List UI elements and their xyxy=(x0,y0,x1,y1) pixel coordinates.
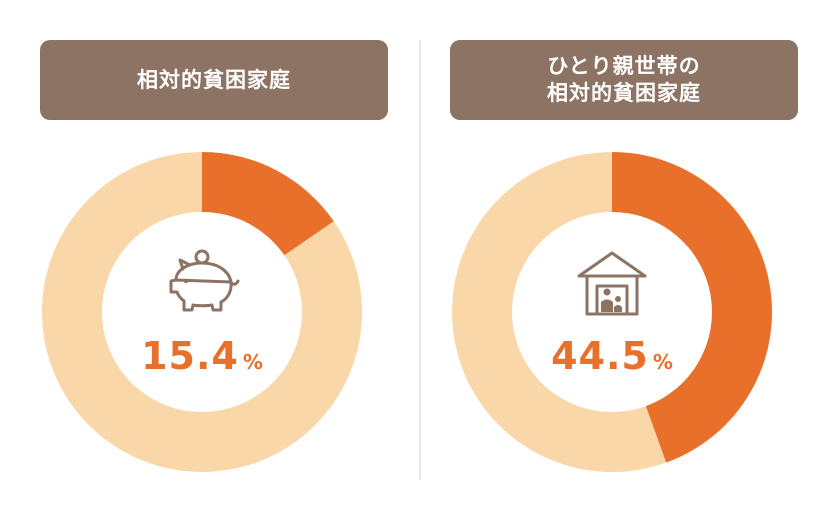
donut-value: 15.4% xyxy=(102,334,302,378)
chart-title-line: 相対的貧困家庭 xyxy=(547,81,701,105)
chart-title-line: 相対的貧困家庭 xyxy=(137,67,291,92)
donut-slice-remainder xyxy=(452,152,667,472)
value-unit: % xyxy=(242,350,263,374)
chart-panel-relative-poverty: 相対的貧困家庭 15.4% xyxy=(2,0,402,532)
house-family-icon xyxy=(577,251,647,316)
value-number: 44.5 xyxy=(551,334,649,378)
donut-slice-remainder xyxy=(42,152,362,472)
chart-title-box: ひとり親世帯の 相対的貧困家庭 xyxy=(450,40,798,120)
donut-slice-value xyxy=(612,152,772,463)
chart-title-line: ひとり親世帯の xyxy=(547,54,701,78)
piggy-bank-icon xyxy=(169,249,240,312)
donut-chart xyxy=(42,152,362,472)
donut-chart xyxy=(452,152,772,472)
panel-divider xyxy=(419,40,421,480)
donut-center: 15.4% xyxy=(102,212,302,412)
chart-title-box: 相対的貧困家庭 xyxy=(40,40,388,120)
chart-panel-single-parent-poverty: ひとり親世帯の 相対的貧困家庭 44.5% xyxy=(412,0,812,532)
donut-center: 44.5% xyxy=(512,212,712,412)
value-unit: % xyxy=(652,350,673,374)
donut-slice-value xyxy=(202,152,334,256)
donut-value: 44.5% xyxy=(512,334,712,378)
value-number: 15.4 xyxy=(141,334,239,378)
